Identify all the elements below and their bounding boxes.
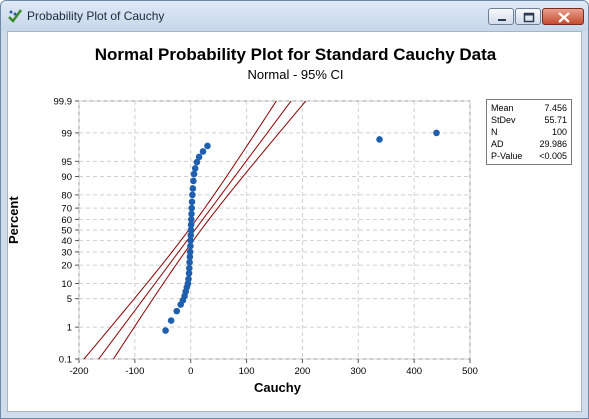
- data-point: [187, 216, 195, 223]
- stat-label: AD: [491, 139, 504, 149]
- statistics-box: Mean 7.456 StDev 55.71 N 100 AD 29.986 P-Value <0…: [486, 99, 572, 165]
- stat-value: 55.71: [544, 115, 567, 125]
- data-point: [187, 226, 195, 234]
- data-point: [186, 253, 194, 261]
- data-point: [190, 170, 198, 178]
- y-tick-label: 0.1: [59, 355, 72, 366]
- stat-row: N 100: [491, 126, 567, 138]
- window-title: Probability Plot of Cauchy: [27, 9, 165, 23]
- data-point: [190, 177, 197, 185]
- data-point: [199, 148, 207, 155]
- probability-plot-app-icon: [8, 9, 23, 23]
- data-point: [191, 165, 199, 172]
- close-button[interactable]: [542, 8, 584, 25]
- data-point: [187, 242, 194, 250]
- x-tick-label: 300: [350, 366, 366, 377]
- x-tick-label: 200: [294, 366, 310, 377]
- data-point: [173, 307, 181, 315]
- y-tick-label: 99.9: [54, 97, 73, 108]
- data-point: [187, 221, 195, 229]
- stat-row: Mean 7.456: [491, 102, 567, 114]
- stat-value: <0.005: [539, 151, 567, 161]
- x-tick-label: 500: [462, 366, 478, 377]
- data-point: [185, 269, 193, 277]
- y-tick-label: 60: [61, 215, 72, 226]
- x-tick-label: 0: [188, 366, 193, 377]
- data-point: [187, 237, 194, 244]
- data-point: [193, 158, 201, 166]
- x-tick-label: 100: [239, 366, 255, 377]
- y-tick-label: 50: [61, 226, 72, 237]
- y-tick-label: 30: [61, 247, 72, 258]
- y-tick-label: 40: [61, 236, 72, 247]
- y-tick-label: 99: [61, 128, 72, 139]
- data-point: [187, 231, 195, 239]
- stat-row: AD 29.986: [491, 138, 567, 150]
- data-point: [185, 275, 192, 283]
- ci-band-upper: [112, 101, 307, 359]
- stat-label: N: [491, 127, 498, 137]
- data-point: [186, 258, 193, 266]
- chart-area: Normal Probability Plot for Standard Cau…: [6, 31, 582, 412]
- stat-label: P-Value: [491, 151, 523, 161]
- stat-value: 29.986: [539, 139, 567, 149]
- data-point: [189, 191, 196, 199]
- data-point: [167, 317, 175, 324]
- maximize-button[interactable]: [515, 8, 541, 25]
- y-tick-label: 90: [61, 172, 72, 183]
- data-point: [376, 136, 383, 143]
- stat-value: 100: [551, 127, 567, 137]
- y-tick-label: 1: [67, 323, 72, 334]
- stat-label: Mean: [491, 103, 514, 113]
- data-point: [188, 198, 196, 206]
- data-point: [162, 327, 169, 334]
- data-point: [186, 248, 194, 256]
- y-tick-label: 10: [61, 279, 72, 290]
- maximize-icon: [523, 12, 535, 23]
- stat-label: StDev: [491, 115, 516, 125]
- data-point: [195, 153, 203, 161]
- y-tick-label: 80: [61, 190, 72, 201]
- x-tick-label: 400: [406, 366, 422, 377]
- x-tick-label: -100: [125, 366, 144, 377]
- data-point: [189, 185, 197, 192]
- data-point: [204, 142, 211, 150]
- y-tick-label: 5: [67, 294, 72, 305]
- y-tick-label: 20: [61, 261, 72, 272]
- x-axis-label: Cauchy: [254, 380, 301, 395]
- y-tick-label: 70: [61, 204, 72, 215]
- fit-line: [98, 101, 292, 359]
- y-tick-label: 95: [61, 157, 72, 168]
- chart-title: Normal Probability Plot for Standard Cau…: [94, 45, 497, 64]
- data-point: [188, 210, 195, 218]
- stat-row: P-Value <0.005: [491, 150, 567, 162]
- minimize-button[interactable]: [488, 8, 514, 25]
- data-point: [186, 264, 193, 272]
- data-point: [433, 129, 440, 137]
- data-point: [188, 204, 196, 212]
- y-axis-label: Percent: [6, 196, 21, 244]
- stat-value: 7.456: [544, 103, 567, 113]
- stat-row: StDev 55.71: [491, 114, 567, 126]
- x-tick-label: -200: [69, 366, 88, 377]
- minimize-icon: [498, 19, 506, 21]
- close-icon: [558, 12, 570, 23]
- probability-plot: -200 -100 0 100 200 300 400 500 0.1 1 5 10 20 3040506…: [54, 97, 478, 378]
- chart-subtitle: Normal - 95% CI: [247, 67, 344, 82]
- title-bar[interactable]: Probability Plot of Cauchy: [1, 1, 588, 31]
